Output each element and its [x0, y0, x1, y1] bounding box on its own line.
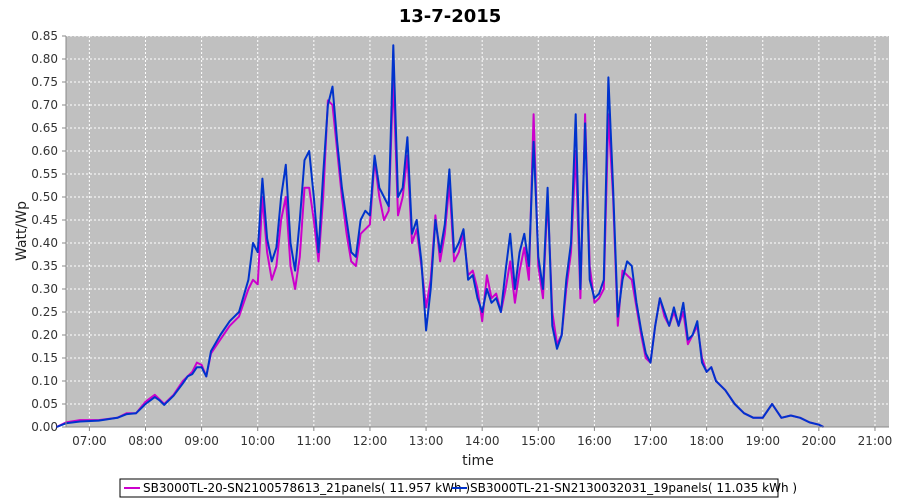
x-tick-label: 07:00	[72, 434, 107, 448]
y-tick-label: 0.60	[31, 144, 58, 158]
y-tick-label: 0.65	[31, 121, 58, 135]
x-tick-label: 10:00	[240, 434, 275, 448]
y-tick-label: 0.35	[31, 259, 58, 273]
gridlines	[66, 35, 889, 428]
x-tick-label: 14:00	[465, 434, 500, 448]
series-lines	[56, 44, 824, 428]
legend-label-series-1: SB3000TL-20-SN2100578613_21panels( 11.95…	[143, 481, 470, 495]
y-tick-label: 0.40	[31, 236, 58, 250]
y-tick-label: 0.00	[31, 420, 58, 434]
y-tick-label: 0.20	[31, 328, 58, 342]
x-tick-label: 08:00	[128, 434, 163, 448]
y-tick-label: 0.45	[31, 213, 58, 227]
y-tick-label: 0.70	[31, 98, 58, 112]
y-tick-label: 0.15	[31, 351, 58, 365]
y-axis-ticks: 0.00 0.05 0.10 0.15 0.20 0.25 0.30 0.35 0.40 0.45…	[31, 29, 66, 434]
legend-label-series-2: SB3000TL-21-SN2130032031_19panels( 11.03…	[470, 481, 797, 495]
legend-box	[119, 478, 779, 498]
x-axis-ticks: 07:00 08:00 09:00 10:00 11:00 12:00 13:00 14:00…	[72, 427, 892, 448]
y-axis-title: Watt/Wp	[14, 201, 30, 261]
x-tick-label: 16:00	[577, 434, 612, 448]
y-tick-label: 0.50	[31, 190, 58, 204]
x-tick-label: 13:00	[409, 434, 444, 448]
series-line-2	[56, 44, 824, 428]
x-tick-label: 18:00	[689, 434, 724, 448]
y-tick-label: 0.75	[31, 75, 58, 89]
y-tick-label: 0.05	[31, 397, 58, 411]
y-tick-label: 0.85	[31, 29, 58, 43]
chart-title: 13-7-2015	[399, 6, 502, 27]
y-tick-label: 0.10	[31, 374, 58, 388]
x-tick-label: 12:00	[353, 434, 388, 448]
x-tick-label: 19:00	[745, 434, 780, 448]
x-axis-title: time	[462, 453, 494, 469]
plot-area	[66, 36, 889, 427]
x-tick-label: 09:00	[184, 434, 219, 448]
y-tick-label: 0.30	[31, 282, 58, 296]
x-tick-label: 21:00	[858, 434, 893, 448]
y-tick-label: 0.55	[31, 167, 58, 181]
x-tick-label: 15:00	[521, 434, 556, 448]
x-tick-label: 17:00	[633, 434, 668, 448]
x-tick-label: 11:00	[297, 434, 332, 448]
x-tick-label: 20:00	[802, 434, 837, 448]
y-tick-label: 0.80	[31, 52, 58, 66]
y-tick-label: 0.25	[31, 305, 58, 319]
